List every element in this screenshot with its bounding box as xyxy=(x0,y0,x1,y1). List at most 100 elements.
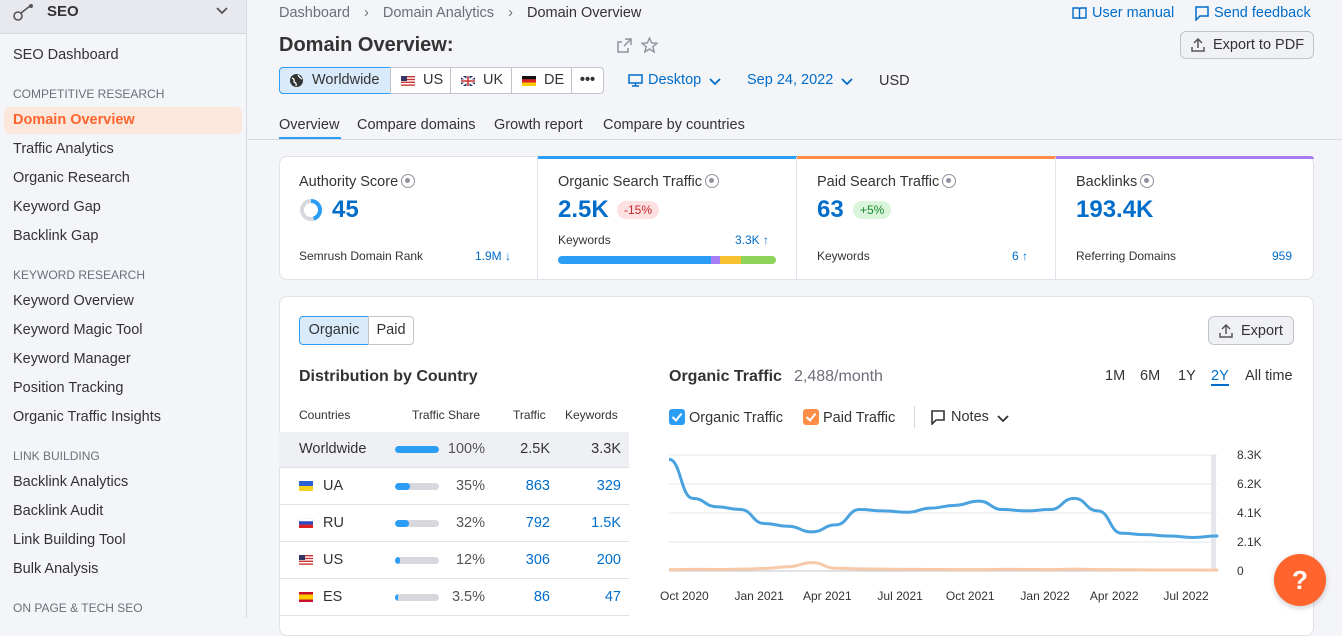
range-all-time[interactable]: All time xyxy=(1245,368,1293,384)
organic-traffic-change-badge: -15% xyxy=(617,201,660,219)
export-button[interactable]: Export xyxy=(1208,316,1294,345)
toggle-organic[interactable]: Organic xyxy=(299,316,369,345)
paid-traffic-title: Paid Search Traffic xyxy=(817,174,957,190)
feedback-icon xyxy=(1195,6,1209,21)
db-de-button[interactable]: DE xyxy=(511,67,572,94)
user-manual-link[interactable]: User manual xyxy=(1092,5,1175,21)
sidebar-item-seo-dashboard[interactable]: SEO Dashboard xyxy=(13,47,119,63)
db-more-button[interactable]: ••• xyxy=(571,67,604,94)
traffic-share-value: 32% xyxy=(455,515,485,531)
col-traffic[interactable]: Traffic xyxy=(513,408,546,422)
toggle-paid[interactable]: Paid xyxy=(368,316,414,345)
keywords-value[interactable]: 3.3K xyxy=(591,441,621,457)
referring-domains-value[interactable]: 959 xyxy=(1272,249,1293,263)
backlinks-value[interactable]: 193.4K xyxy=(1076,196,1154,223)
sidebar-item-backlink-audit[interactable]: Backlink Audit xyxy=(13,503,104,519)
date-selector[interactable]: Sep 24, 2022 xyxy=(747,72,834,88)
sidebar: SEO SEO Dashboard COMPETITIVE RESEARCH D… xyxy=(0,0,247,618)
sidebar-item-backlink-analytics[interactable]: Backlink Analytics xyxy=(13,474,129,490)
sidebar-item-keyword-magic-tool[interactable]: Keyword Magic Tool xyxy=(13,322,143,338)
paid-keywords-value[interactable]: 6 ↑ xyxy=(1012,249,1029,263)
traffic-value[interactable]: 306 xyxy=(525,552,550,568)
current-period-marker xyxy=(1211,455,1216,571)
info-icon[interactable] xyxy=(1140,174,1155,188)
traffic-value[interactable]: 863 xyxy=(525,478,550,494)
country-name[interactable]: Worldwide xyxy=(299,441,367,457)
organic-traffic-value[interactable]: 2.5K xyxy=(558,196,609,223)
country-name[interactable]: RU xyxy=(323,515,344,531)
table-row[interactable]: ES 3.5% 86 47 xyxy=(279,580,629,616)
organic-keywords-value[interactable]: 3.3K ↑ xyxy=(735,233,770,247)
tool-selector[interactable]: SEO xyxy=(0,0,246,34)
keyword-bar-segment xyxy=(741,256,776,264)
paid-traffic-value[interactable]: 63 xyxy=(817,196,844,223)
export-pdf-button[interactable]: Export to PDF xyxy=(1180,31,1314,59)
domain-rank-value[interactable]: 1.9M ↓ xyxy=(475,249,512,263)
breadcrumb-dashboard[interactable]: Dashboard xyxy=(279,5,350,21)
tab-growth-report[interactable]: Growth report xyxy=(494,117,583,133)
organic-traffic-checkbox[interactable] xyxy=(669,409,685,425)
db-us-button[interactable]: US xyxy=(390,67,451,94)
db-worldwide-button[interactable]: Worldwide xyxy=(279,67,391,94)
range-1y[interactable]: 1Y xyxy=(1178,368,1196,384)
tab-overview[interactable]: Overview xyxy=(279,117,340,133)
table-row[interactable]: RU 32% 792 1.5K xyxy=(279,506,629,542)
sidebar-item-organic-traffic-insights[interactable]: Organic Traffic Insights xyxy=(13,409,162,425)
sidebar-item-position-tracking[interactable]: Position Tracking xyxy=(13,380,124,396)
sidebar-item-keyword-manager[interactable]: Keyword Manager xyxy=(13,351,131,367)
info-icon[interactable] xyxy=(942,174,957,188)
tab-compare-by-countries[interactable]: Compare by countries xyxy=(603,117,745,133)
table-row[interactable]: Worldwide 100% 2.5K 3.3K xyxy=(279,432,629,468)
sidebar-item-keyword-gap[interactable]: Keyword Gap xyxy=(13,199,101,215)
kpi-divider xyxy=(1055,157,1056,279)
keywords-value[interactable]: 329 xyxy=(596,478,621,494)
col-keywords[interactable]: Keywords xyxy=(565,408,618,422)
keywords-value[interactable]: 47 xyxy=(604,589,621,605)
range-6m[interactable]: 6M xyxy=(1140,368,1161,384)
info-icon[interactable] xyxy=(705,174,719,188)
authority-score-value[interactable]: 45 xyxy=(332,196,359,223)
traffic-value[interactable]: 792 xyxy=(525,515,550,531)
sidebar-item-link-building-tool[interactable]: Link Building Tool xyxy=(13,532,126,548)
country-name[interactable]: ES xyxy=(323,589,343,605)
sidebar-item-bulk-analysis[interactable]: Bulk Analysis xyxy=(13,561,99,577)
external-link-icon[interactable] xyxy=(617,38,632,53)
keywords-value[interactable]: 1.5K xyxy=(591,515,621,531)
sidebar-item-keyword-overview[interactable]: Keyword Overview xyxy=(13,293,134,309)
help-button[interactable]: ? xyxy=(1274,554,1326,606)
breadcrumb-domain-analytics[interactable]: Domain Analytics xyxy=(382,5,495,21)
col-traffic-share[interactable]: Traffic Share xyxy=(412,408,481,422)
range-2y[interactable]: 2Y xyxy=(1211,368,1229,386)
keywords-value[interactable]: 200 xyxy=(596,552,621,568)
paid-traffic-change-badge: +5% xyxy=(853,201,892,219)
traffic-share-bar xyxy=(395,446,439,453)
info-icon[interactable] xyxy=(401,174,416,188)
range-1m[interactable]: 1M xyxy=(1105,368,1126,384)
legend-organic-traffic[interactable]: Organic Traffic xyxy=(689,410,784,426)
tab-compare-domains[interactable]: Compare domains xyxy=(357,117,476,133)
table-row[interactable]: US 12% 306 200 xyxy=(279,543,629,579)
table-row[interactable]: UA 35% 863 329 xyxy=(279,469,629,505)
sidebar-item-backlink-gap[interactable]: Backlink Gap xyxy=(13,228,99,244)
traffic-share-value: 100% xyxy=(447,441,485,457)
chevron-down-icon xyxy=(997,415,1009,423)
traffic-value[interactable]: 2.5K xyxy=(520,441,550,457)
sidebar-item-domain-overview[interactable]: Domain Overview xyxy=(13,112,135,128)
paid-traffic-line[interactable] xyxy=(669,561,1219,572)
device-selector[interactable]: Desktop xyxy=(648,72,702,88)
sidebar-item-traffic-analytics[interactable]: Traffic Analytics xyxy=(13,141,114,157)
legend-divider xyxy=(914,406,915,428)
db-uk-button[interactable]: UK xyxy=(450,67,512,94)
paid-traffic-checkbox[interactable] xyxy=(803,409,819,425)
organic-traffic-line[interactable] xyxy=(669,457,1219,539)
star-icon[interactable] xyxy=(641,37,658,53)
sidebar-item-organic-research[interactable]: Organic Research xyxy=(13,170,130,186)
country-name[interactable]: UA xyxy=(323,478,344,494)
notes-dropdown[interactable]: Notes xyxy=(951,409,989,425)
send-feedback-link[interactable]: Send feedback xyxy=(1214,5,1311,21)
col-countries[interactable]: Countries xyxy=(299,408,351,422)
organic-traffic-chart[interactable] xyxy=(669,448,1229,578)
legend-paid-traffic[interactable]: Paid Traffic xyxy=(823,410,896,426)
country-name[interactable]: US xyxy=(323,552,344,568)
traffic-value[interactable]: 86 xyxy=(533,589,550,605)
